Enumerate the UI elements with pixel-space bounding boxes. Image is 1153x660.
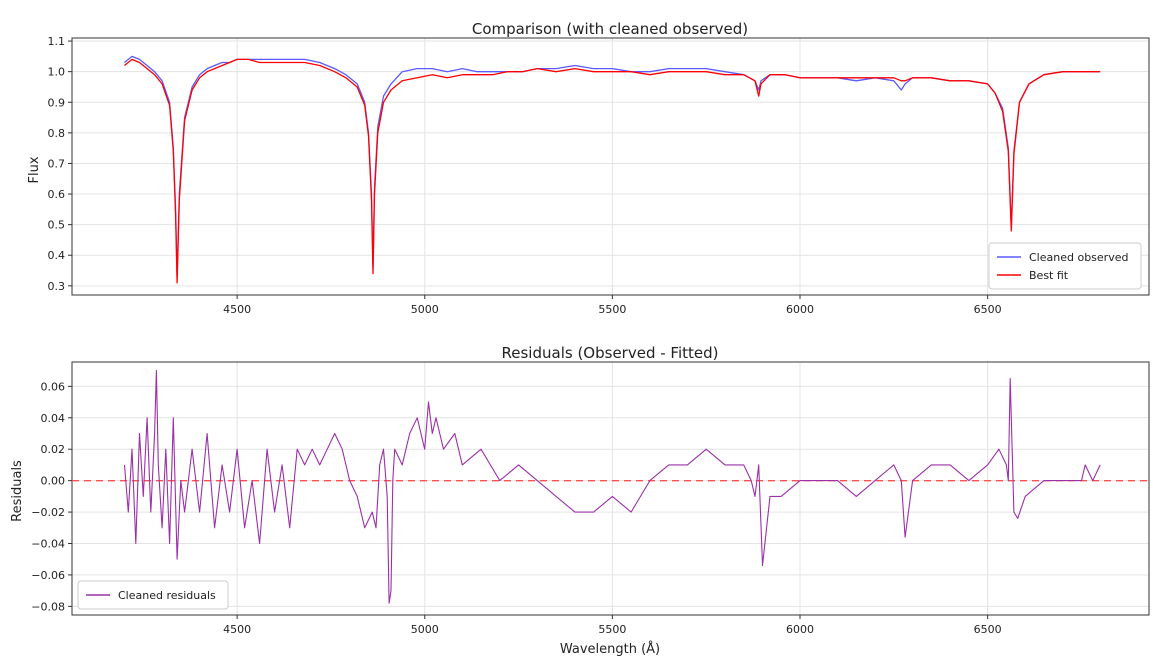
plot2-ytick-label-5: 0.02 [41, 443, 66, 456]
y-axis-label-top: Flux [27, 156, 42, 183]
plot2-ytick-label-1: −0.06 [31, 569, 65, 582]
plot2-ytick-label-7: 0.06 [41, 380, 66, 393]
plot2-xtick-label-1: 5000 [411, 623, 439, 636]
plot2-ytick-label-0: −0.08 [31, 600, 65, 613]
plot2-legend-label-1: Cleaned residuals [118, 589, 216, 602]
plot2-ytick-label-2: −0.04 [31, 538, 65, 551]
plot1-legend-label-2: Best fit [1029, 269, 1069, 282]
plot2-xtick-label-4: 6500 [974, 623, 1002, 636]
plot1-xtick-label-3: 6000 [786, 303, 814, 316]
y-axis-label-bottom: Residuals [10, 460, 25, 522]
plot1-ytick-label-7: 1.0 [48, 66, 66, 79]
plot2-xtick-label-3: 6000 [786, 623, 814, 636]
plot2-ytick-label-4: 0.00 [41, 475, 66, 488]
plot1-legend-box [988, 242, 1142, 290]
plot2-legend-box [77, 580, 229, 610]
plot1-ytick-label-3: 0.6 [48, 188, 66, 201]
plot1-xtick-label-2: 5500 [598, 303, 626, 316]
plot1-xtick-label-0: 4500 [223, 303, 251, 316]
plot1-ytick-label-4: 0.7 [48, 157, 66, 170]
chart-title-bottom: Residuals (Observed - Fitted) [502, 344, 719, 362]
plot1-xtick-label-4: 6500 [974, 303, 1002, 316]
plot1-frame [71, 37, 1150, 296]
plot1-legend-label-1: Cleaned observed [1029, 251, 1128, 264]
plot1-ytick-label-6: 0.9 [48, 96, 66, 109]
plot2-ytick-label-3: −0.02 [31, 506, 65, 519]
plot2-series-line-1 [123, 370, 1101, 604]
plot1-ytick-label-8: 1.1 [48, 35, 66, 48]
plot1-ytick-label-0: 0.3 [48, 280, 66, 293]
plot2-frame [71, 361, 1150, 616]
plot2-xtick-label-2: 5500 [598, 623, 626, 636]
plot2-ytick-label-6: 0.04 [41, 412, 66, 425]
chart-title-top: Comparison (with cleaned observed) [472, 20, 748, 38]
plot2-xtick-label-0: 4500 [223, 623, 251, 636]
plot1-ytick-label-5: 0.8 [48, 127, 66, 140]
plot1-ytick-label-1: 0.4 [48, 249, 66, 262]
plot1-series-line-2 [124, 58, 1101, 284]
plot1-ytick-label-2: 0.5 [48, 219, 66, 232]
x-axis-label: Wavelength (Å) [560, 641, 660, 657]
plot1-xtick-label-1: 5000 [411, 303, 439, 316]
